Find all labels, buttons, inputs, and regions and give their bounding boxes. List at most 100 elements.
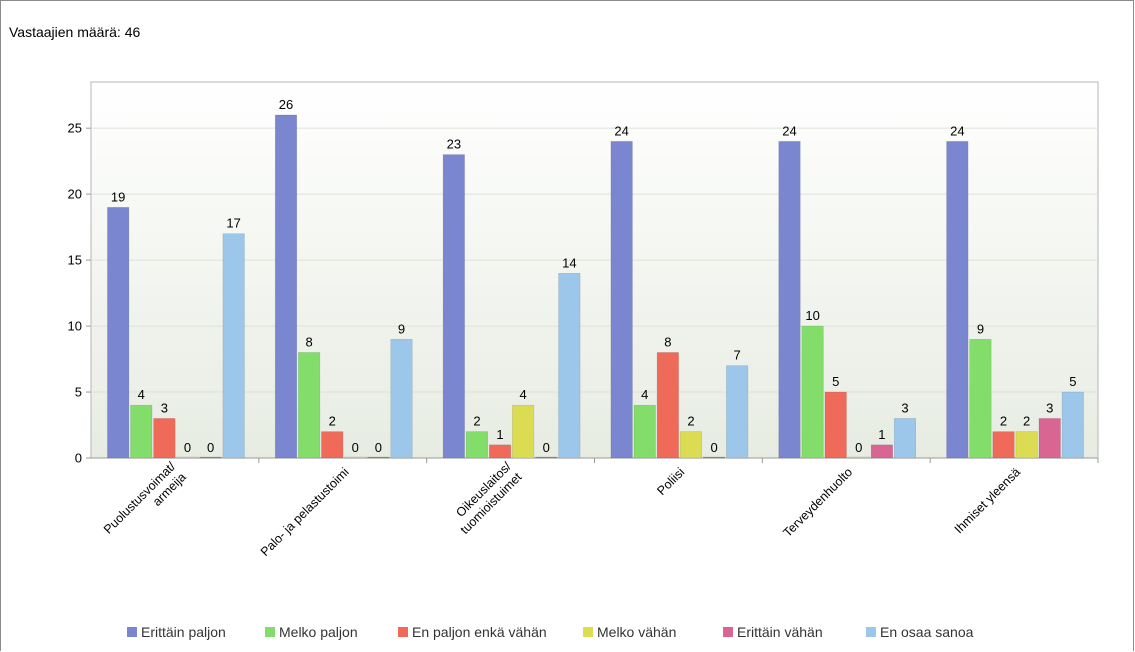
data-label: 3 <box>1046 400 1053 415</box>
category-label: Palo- ja pelastustoimi <box>258 465 352 559</box>
bar <box>199 456 222 459</box>
bar <box>488 444 512 459</box>
data-label: 2 <box>1000 414 1007 429</box>
bar <box>321 431 344 459</box>
category-label: Poliisi <box>654 465 687 498</box>
category-label-line: Palo- ja pelastustoimi <box>258 465 352 559</box>
legend-label: Erittäin paljon <box>141 624 226 640</box>
legend-swatch <box>723 627 733 637</box>
data-label: 2 <box>473 414 480 429</box>
data-label: 2 <box>329 414 336 429</box>
data-label: 0 <box>207 440 214 455</box>
legend-swatch <box>866 627 876 637</box>
data-label: 14 <box>562 255 576 270</box>
bar <box>176 456 199 459</box>
data-label: 0 <box>184 440 191 455</box>
plot-area <box>90 81 1099 459</box>
bar <box>367 456 390 459</box>
category-label: Terveydenhuolto <box>780 465 855 540</box>
bar <box>847 456 870 459</box>
bar <box>610 141 633 459</box>
legend-swatch <box>583 627 593 637</box>
data-label: 7 <box>734 348 741 363</box>
bar <box>344 456 367 459</box>
bar <box>778 141 801 459</box>
data-label: 1 <box>496 427 503 442</box>
category-label: Ihmiset yleensä <box>952 465 1023 536</box>
y-tick-label: 25 <box>68 121 82 136</box>
data-label: 0 <box>352 440 359 455</box>
category-label: Oikeuslaitos/tuomioistuimet <box>453 459 524 537</box>
legend-label: En paljon enkä vähän <box>412 624 547 640</box>
data-label: 0 <box>543 440 550 455</box>
legend-swatch <box>265 627 275 637</box>
data-label: 5 <box>1069 374 1076 389</box>
category-label-line: Poliisi <box>654 465 687 498</box>
bar <box>870 444 893 459</box>
data-label: 5 <box>832 374 839 389</box>
bar <box>801 325 824 459</box>
y-tick-label: 0 <box>75 451 82 466</box>
data-label: 4 <box>641 387 648 402</box>
data-label: 0 <box>710 440 717 455</box>
data-label: 17 <box>226 216 240 231</box>
data-label: 4 <box>138 387 145 402</box>
bars <box>107 114 1084 459</box>
data-label: 0 <box>855 440 862 455</box>
bar <box>656 352 679 459</box>
bar <box>130 404 153 459</box>
y-tick-label: 20 <box>68 187 82 202</box>
data-label: 19 <box>111 189 125 204</box>
legend-label: Melko vähän <box>597 624 676 640</box>
data-label: 8 <box>305 334 312 349</box>
bar <box>1038 418 1061 459</box>
data-label: 4 <box>520 387 527 402</box>
data-label: 9 <box>398 321 405 336</box>
bar <box>298 352 321 459</box>
bar <box>992 431 1015 459</box>
bar <box>703 456 726 459</box>
bar <box>107 207 130 459</box>
bar <box>512 404 535 459</box>
gridlines <box>91 127 1098 393</box>
bar <box>274 114 298 459</box>
data-label: 2 <box>1023 414 1030 429</box>
category-label-line: Terveydenhuolto <box>780 465 855 540</box>
legend-label: En osaa sanoa <box>880 624 974 640</box>
legend-swatch <box>127 627 137 637</box>
data-label: 8 <box>664 334 671 349</box>
y-tick-label: 5 <box>75 385 82 400</box>
bar <box>679 431 703 459</box>
y-tick-label: 10 <box>68 319 82 334</box>
data-label: 9 <box>977 321 984 336</box>
bar <box>465 431 488 459</box>
data-label: 0 <box>375 440 382 455</box>
data-label: 24 <box>614 123 628 138</box>
bar <box>390 338 413 459</box>
bar <box>969 338 992 459</box>
legend-label: Melko paljon <box>279 624 358 640</box>
bar <box>535 456 558 459</box>
bar <box>222 233 245 459</box>
category-label: Puolustusvoimat/armeija <box>101 459 189 537</box>
legend: Erittäin paljon Melko paljon En paljon enk… <box>127 624 974 640</box>
legend-swatch <box>398 627 408 637</box>
data-label: 3 <box>161 400 168 415</box>
bar <box>1015 431 1038 459</box>
data-label: 10 <box>805 308 819 323</box>
legend-label: Erittäin vähän <box>737 624 823 640</box>
respondent-count: Vastaajien määrä: 46 <box>9 24 141 40</box>
bar <box>633 404 656 459</box>
bar <box>893 418 917 459</box>
bar <box>153 418 176 459</box>
y-tick-label: 15 <box>68 253 82 268</box>
bar <box>726 365 749 459</box>
x-axis: Puolustusvoimat/armeija Palo- ja pelastus… <box>101 458 1099 559</box>
data-label: 24 <box>950 123 964 138</box>
bar <box>1061 391 1084 459</box>
data-label: 26 <box>279 97 293 112</box>
data-label: 3 <box>901 400 908 415</box>
data-label: 23 <box>447 137 461 152</box>
